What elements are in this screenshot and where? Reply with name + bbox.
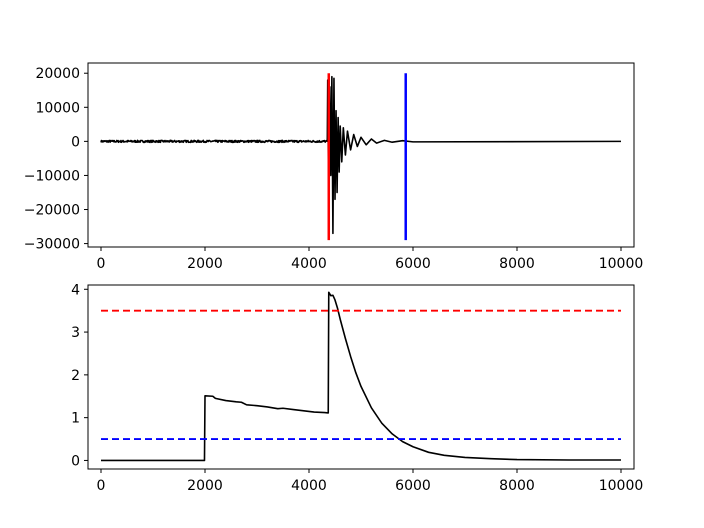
x-tick-label: 10000 (599, 478, 644, 494)
y-tick-label: −30000 (24, 237, 80, 253)
x-tick-label: 10000 (599, 256, 644, 272)
x-tick-label: 8000 (499, 478, 535, 494)
axes-frame-1 (87, 62, 635, 248)
x-tick-label: 2000 (187, 256, 223, 272)
axes-frame-2 (87, 284, 635, 470)
y-tick-label: 2 (71, 368, 80, 384)
x-tick-label: 0 (97, 478, 106, 494)
x-tick-label: 6000 (395, 256, 431, 272)
x-tick-label: 4000 (291, 256, 327, 272)
x-tick-label: 4000 (291, 478, 327, 494)
y-tick-label: −20000 (24, 203, 80, 219)
series-line-2-1 (101, 291, 621, 462)
x-tick-label: 0 (97, 256, 106, 272)
plot-area-2 (101, 291, 621, 462)
axes-1: 0 2000 4000 6000 8000 10000 20000 10000 0 −10000 −… (24, 62, 644, 272)
plot-area-1 (100, 73, 622, 241)
axes-2: 0 2000 4000 6000 8000 10000 0 1 2 3 4 (71, 282, 643, 494)
y-tick-label: 3 (71, 325, 80, 341)
y-tick-label: 4 (71, 282, 80, 298)
x-tick-label: 6000 (395, 478, 431, 494)
series-line-1-1 (100, 75, 622, 235)
y-tick-label: 0 (71, 453, 80, 469)
x-tick-label: 8000 (499, 256, 535, 272)
x-tick-label: 2000 (187, 478, 223, 494)
y-tick-label: 20000 (35, 66, 80, 82)
y-tick-label: 10000 (35, 100, 80, 116)
y-tick-label: 0 (71, 134, 80, 150)
y-tick-label: 1 (71, 411, 80, 427)
y-tick-label: −10000 (24, 168, 80, 184)
